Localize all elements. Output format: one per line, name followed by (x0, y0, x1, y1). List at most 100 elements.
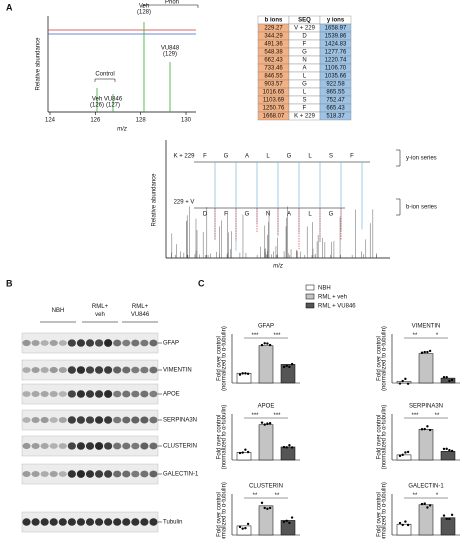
text: b-ion series (406, 205, 437, 211)
dot (288, 521, 291, 525)
band (140, 366, 149, 374)
text: F (303, 106, 307, 112)
band (40, 340, 49, 346)
band (94, 518, 104, 526)
band (67, 442, 76, 450)
dot (426, 350, 429, 354)
text: VIMENTIN (163, 368, 192, 374)
text: ** (413, 493, 418, 499)
bracket (396, 149, 401, 167)
text: 1016.65 (263, 90, 285, 96)
band (122, 390, 131, 398)
band (140, 442, 149, 450)
text: b ions (265, 18, 283, 24)
band (49, 366, 58, 374)
band (113, 470, 122, 478)
bar (418, 429, 434, 461)
band (113, 416, 122, 424)
table-cell (319, 111, 352, 121)
text: 1424.83 (325, 42, 347, 48)
dot (423, 502, 426, 505)
dot (404, 520, 407, 523)
text: SERPINA3N (163, 418, 197, 424)
dot (266, 507, 269, 511)
band (122, 416, 131, 424)
band (76, 518, 86, 526)
dot (450, 378, 454, 382)
text: F (303, 42, 307, 48)
text: VU848 (161, 46, 180, 52)
dot (266, 342, 269, 345)
text: *** (273, 333, 281, 339)
band (122, 366, 131, 374)
text: CLUSTERIN (163, 444, 197, 450)
text: ** (253, 493, 258, 499)
band (113, 442, 122, 450)
dot (238, 525, 242, 529)
bar (236, 525, 252, 536)
y-label: Relative abundance (152, 173, 158, 227)
band (67, 366, 76, 374)
text: 1277.76 (325, 50, 347, 56)
band (76, 416, 86, 424)
band (85, 470, 95, 478)
text: (normalized to α-tubulin) (382, 405, 388, 470)
text: A (287, 212, 291, 218)
text: GALECTIN-1 (163, 472, 199, 478)
text: V + 229 (294, 26, 316, 32)
text: (129) (163, 52, 177, 58)
dot (260, 501, 264, 505)
bar (280, 364, 296, 384)
group-label: RML+ VU846 (131, 304, 150, 318)
band (40, 367, 49, 373)
band (31, 470, 40, 478)
band (131, 470, 140, 478)
band (76, 366, 86, 374)
text: NBH (318, 286, 331, 292)
band (149, 470, 158, 478)
text: Fold over control (377, 492, 383, 537)
band (131, 416, 140, 424)
band (58, 340, 67, 346)
text: G (224, 154, 229, 160)
bar (258, 424, 274, 461)
text: 922.58 (326, 82, 345, 88)
dot (420, 351, 424, 354)
band (104, 390, 113, 398)
text: L (266, 154, 270, 160)
band (58, 391, 67, 397)
text: Control (95, 72, 114, 78)
bar (396, 454, 412, 461)
band (22, 518, 31, 526)
text: 128 (136, 118, 147, 124)
text: *** (273, 413, 281, 419)
text: VU846 (104, 97, 123, 103)
band (104, 470, 113, 478)
dot (448, 448, 451, 452)
dot (263, 506, 266, 510)
text: (normalized to α-tubulin) (382, 326, 388, 391)
dot (282, 520, 286, 524)
text: 124 (45, 118, 56, 124)
band (104, 366, 113, 374)
band (122, 339, 131, 347)
bar (440, 451, 456, 461)
band (31, 391, 40, 397)
panel-label: A (6, 2, 13, 12)
band (85, 518, 95, 526)
dot (285, 519, 288, 523)
text: 126 (90, 118, 101, 124)
group-label: RML+ veh (92, 304, 109, 318)
text: N (302, 58, 306, 64)
text: (normalized to α-tubulin) (222, 405, 228, 470)
band (76, 390, 86, 398)
text: * (436, 333, 439, 339)
band (94, 390, 104, 398)
bar (418, 353, 434, 384)
text: G (302, 50, 307, 56)
band (85, 442, 95, 450)
text: GFAP (258, 324, 274, 330)
band (149, 442, 158, 450)
bracket (94, 78, 116, 82)
dot (398, 382, 402, 385)
